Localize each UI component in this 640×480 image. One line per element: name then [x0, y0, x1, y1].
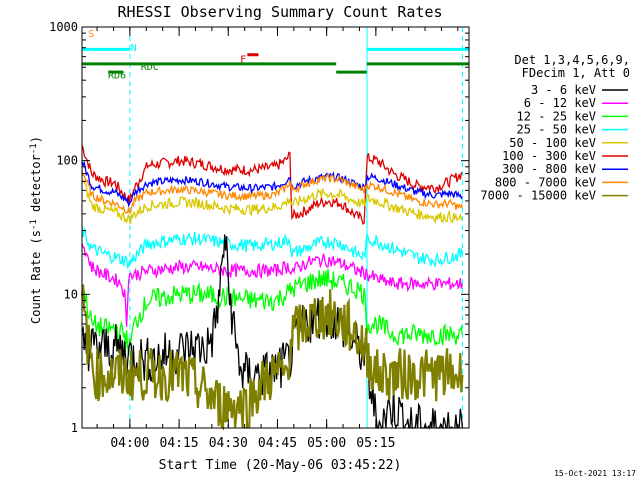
- y-tick-label: 1: [71, 421, 78, 435]
- y-tick-label: 100: [56, 154, 78, 168]
- y-axis-label-mid: detector: [29, 154, 43, 219]
- status-label: F: [240, 55, 246, 66]
- legend-header-line2: FDecim 1, Att 0: [522, 66, 630, 80]
- y-axis-label-sup1: -1: [29, 219, 39, 230]
- legend-item: 3 - 6 keV: [531, 83, 596, 97]
- legend-item: 50 - 100 keV: [509, 136, 596, 150]
- chart-title: RHESSI Observing Summary Count Rates: [117, 3, 442, 21]
- status-label: S: [88, 29, 94, 40]
- y-axis-label-main: Count Rate (s: [29, 230, 43, 324]
- legend-item: 6 - 12 keV: [524, 96, 596, 110]
- legend-header-line1: Det 1,3,4,5,6,9,: [514, 53, 630, 67]
- x-axis-label: Start Time (20-May-06 03:45:22): [159, 458, 402, 473]
- x-tick-label: 05:15: [356, 436, 395, 451]
- series-line: [81, 160, 463, 208]
- x-tick-label: 04:00: [110, 436, 149, 451]
- legend-item: 25 - 50 keV: [517, 123, 596, 137]
- footer-date: 15-Oct-2021 13:17: [554, 469, 636, 478]
- series-line: [81, 268, 464, 354]
- legend-item: 800 - 7000 keV: [495, 175, 596, 189]
- status-label: RDC: [141, 62, 159, 73]
- series-line: [81, 170, 464, 214]
- y-axis: 1 10 100 1000: [49, 20, 469, 435]
- x-axis: 04:00 04:15 04:30 04:45 05:00 05:15: [96, 27, 459, 451]
- x-tick-label: 04:15: [160, 436, 199, 451]
- series-line: [80, 284, 464, 431]
- legend-item: 7000 - 15000 keV: [480, 189, 596, 203]
- x-tick-label: 04:30: [209, 436, 248, 451]
- y-axis-label-end: ): [29, 136, 43, 143]
- x-tick-label: 04:45: [258, 436, 297, 451]
- y-axis-label-sup2: -1: [29, 143, 39, 154]
- legend-item: 300 - 800 keV: [502, 162, 596, 176]
- y-tick-label: 1000: [49, 20, 78, 34]
- y-tick-label: 10: [64, 287, 78, 301]
- legend-item: 12 - 25 keV: [517, 109, 596, 123]
- status-label: N: [131, 43, 137, 54]
- series-line: [81, 179, 463, 225]
- series-line: [81, 243, 464, 327]
- series-line: [81, 226, 464, 269]
- y-axis-label: Count Rate (s-1 detector-1): [29, 136, 43, 324]
- series-line: [81, 145, 463, 225]
- x-tick-label: 05:00: [307, 436, 346, 451]
- legend-item: 100 - 300 keV: [502, 149, 596, 163]
- status-label: RD6: [108, 71, 126, 82]
- legend: Det 1,3,4,5,6,9, FDecim 1, Att 0 3 - 6 k…: [480, 53, 630, 203]
- plot-frame: [81, 26, 470, 429]
- plot-area: S N F RD6 RDC: [80, 27, 469, 431]
